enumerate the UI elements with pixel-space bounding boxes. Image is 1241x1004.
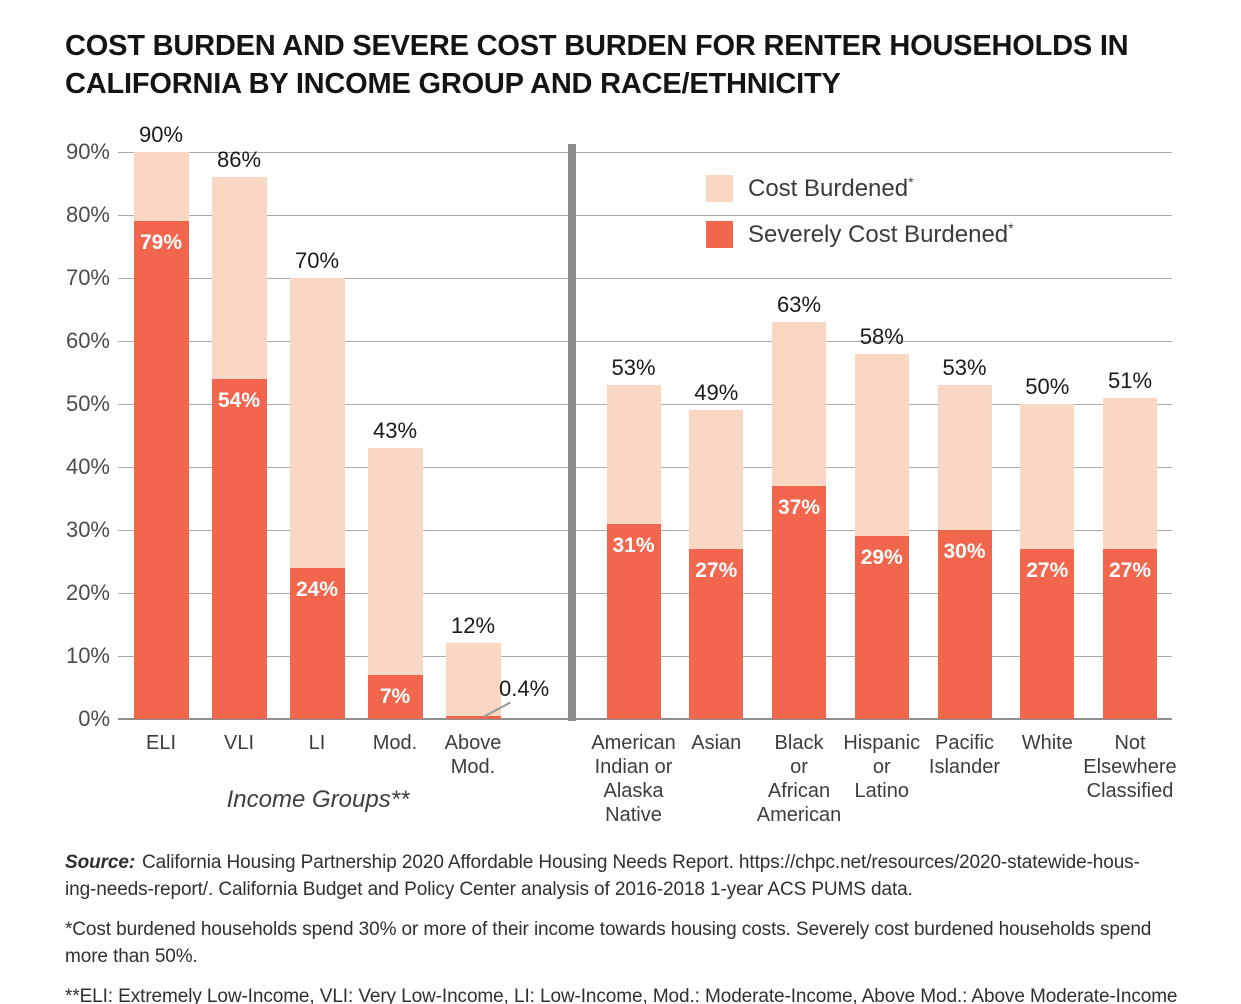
y-tick-label-80: 80% bbox=[65, 202, 110, 227]
footnote1-line2: more than 50%. bbox=[65, 945, 198, 967]
chart-title-line2: CALIFORNIA BY INCOME GROUP AND RACE/ETHN… bbox=[65, 68, 841, 100]
cost-burdened-label: Cost Burdened* bbox=[748, 174, 914, 203]
source-label: Source: bbox=[65, 852, 136, 873]
chart-title: COST BURDEN AND SEVERE COST BURDEN FOR R… bbox=[65, 27, 1175, 103]
x-axis-label-above-mod: Above Mod. bbox=[444, 732, 502, 778]
severe-value-label-vli: 54% bbox=[217, 388, 261, 412]
legend: Cost Burdened* Severely Cost Burdened* bbox=[706, 174, 1014, 266]
section-divider bbox=[568, 144, 576, 721]
source-text-line1: California Housing Partnership 2020 Affo… bbox=[142, 852, 1140, 873]
x-axis-label-mod: Mod. bbox=[372, 732, 418, 754]
y-tick-label-70: 70% bbox=[65, 265, 110, 290]
bar-severe-mod: 7% bbox=[367, 674, 423, 719]
severe-value-label-black-or-african-american: 37% bbox=[777, 495, 821, 519]
x-axis-title-income-groups: Income Groups** bbox=[226, 786, 410, 813]
x-axis-label-black-or-african-american: Black or African American bbox=[756, 732, 842, 826]
y-tick-label-30: 30% bbox=[65, 517, 110, 542]
x-axis-label-asian: Asian bbox=[691, 732, 742, 754]
bar-severe-eli: 79% bbox=[133, 221, 189, 719]
bar-severe-hispanic-or-latino: 29% bbox=[854, 536, 909, 719]
total-value-label-eli: 90% bbox=[138, 122, 184, 147]
severe-value-label-mod: 7% bbox=[379, 684, 411, 708]
x-axis-label-li: LI bbox=[308, 732, 326, 754]
bar-severe-american-indian-or-alaska-native: 31% bbox=[606, 523, 661, 719]
x-axis-label-not-elsewhere-classified: Not Elsewhere Classified bbox=[1083, 732, 1177, 802]
plot-area: Cost Burdened* Severely Cost Burdened* I… bbox=[66, 122, 1177, 826]
bar-severe-li: 24% bbox=[289, 567, 345, 719]
gridline-80 bbox=[118, 214, 1172, 216]
severe-value-label-li: 24% bbox=[295, 577, 339, 601]
bar-total-mod bbox=[367, 448, 423, 719]
chart-title-line1: COST BURDEN AND SEVERE COST BURDEN FOR R… bbox=[65, 30, 1129, 62]
y-tick-label-20: 20% bbox=[65, 580, 110, 605]
total-value-label-american-indian-or-alaska-native: 53% bbox=[611, 355, 656, 381]
footnote-cost-burden-definition: *Cost burdened households spend 30% or m… bbox=[65, 917, 1235, 970]
severe-value-label-eli: 79% bbox=[139, 231, 183, 255]
severe-value-label-pacific-islander: 30% bbox=[943, 540, 986, 563]
cost-burdened-label-text: Cost Burdened bbox=[748, 175, 909, 202]
bar-severe-pacific-islander: 30% bbox=[937, 530, 992, 719]
bar-severe-black-or-african-american: 37% bbox=[772, 485, 826, 719]
x-axis-label-pacific-islander: Pacific Islander bbox=[928, 732, 1001, 778]
y-tick-label-60: 60% bbox=[65, 328, 110, 353]
severely-cost-burdened-asterisk: * bbox=[1008, 220, 1014, 236]
total-value-label-hispanic-or-latino: 58% bbox=[859, 323, 904, 349]
footer: Source: California Housing Partnership 20… bbox=[65, 850, 1235, 1004]
gridline-70 bbox=[118, 277, 1172, 279]
x-axis-label-american-indian-or-alaska-native: American Indian or Alaska Native bbox=[591, 732, 676, 826]
y-tick-label-0: 0% bbox=[78, 706, 110, 731]
bar-severe-asian: 27% bbox=[689, 548, 744, 719]
bar-total-above-mod bbox=[445, 643, 501, 719]
x-axis-label-white: White bbox=[1021, 732, 1073, 754]
severe-value-label-white: 27% bbox=[1026, 558, 1069, 582]
severely-cost-burdened-swatch bbox=[706, 221, 733, 248]
total-value-label-pacific-islander: 53% bbox=[942, 355, 987, 381]
total-value-label-asian: 49% bbox=[694, 380, 739, 406]
footnote-income-abbreviations: **ELI: Extremely Low-Income, VLI: Very L… bbox=[65, 986, 1178, 1004]
total-value-label-not-elsewhere-classified: 51% bbox=[1107, 367, 1153, 393]
cost-burdened-swatch bbox=[706, 175, 733, 202]
cost-burdened-asterisk: * bbox=[908, 174, 914, 190]
severe-value-label-hispanic-or-latino: 29% bbox=[860, 546, 903, 570]
severe-value-label-asian: 27% bbox=[695, 558, 738, 582]
total-value-label-vli: 86% bbox=[216, 147, 262, 173]
x-axis-label-vli: VLI bbox=[223, 732, 255, 754]
footnote1-line1: *Cost burdened households spend 30% or m… bbox=[65, 919, 1152, 940]
bar-severe-not-elsewhere-classified: 27% bbox=[1103, 548, 1157, 719]
bar-severe-above-mod bbox=[445, 716, 501, 719]
severely-cost-burdened-label: Severely Cost Burdened* bbox=[748, 220, 1014, 249]
severe-value-label-american-indian-or-alaska-native: 31% bbox=[612, 533, 655, 557]
x-axis-label-hispanic-or-latino: Hispanic or Latino bbox=[843, 732, 921, 802]
severely-cost-burdened-label-text: Severely Cost Burdened bbox=[748, 221, 1009, 248]
y-tick-label-90: 90% bbox=[65, 139, 110, 164]
gridline-60 bbox=[118, 340, 1172, 342]
legend-item-severely-cost-burdened: Severely Cost Burdened* bbox=[706, 220, 1014, 249]
total-value-label-white: 50% bbox=[1025, 374, 1070, 399]
bar-severe-vli: 54% bbox=[211, 378, 267, 719]
severe-value-callout-above-mod: 0.4% bbox=[499, 676, 550, 701]
y-tick-label-50: 50% bbox=[65, 391, 110, 416]
total-value-label-black-or-african-american: 63% bbox=[776, 292, 822, 318]
total-value-label-li: 70% bbox=[294, 248, 340, 273]
y-tick-label-10: 10% bbox=[65, 643, 110, 668]
total-value-label-mod: 43% bbox=[372, 418, 418, 444]
source-note: Source: California Housing Partnership 20… bbox=[65, 850, 1235, 903]
total-value-label-above-mod: 12% bbox=[450, 613, 496, 639]
source-text-line2: ing-needs-report/. California Budget and… bbox=[65, 878, 913, 900]
legend-item-cost-burdened: Cost Burdened* bbox=[706, 174, 1014, 203]
gridline-90 bbox=[118, 151, 1172, 153]
bar-severe-white: 27% bbox=[1020, 548, 1075, 719]
gridline-0 bbox=[118, 718, 1172, 720]
y-tick-label-40: 40% bbox=[65, 454, 110, 479]
x-axis-label-eli: ELI bbox=[145, 732, 177, 754]
severe-value-label-not-elsewhere-classified: 27% bbox=[1108, 558, 1152, 582]
